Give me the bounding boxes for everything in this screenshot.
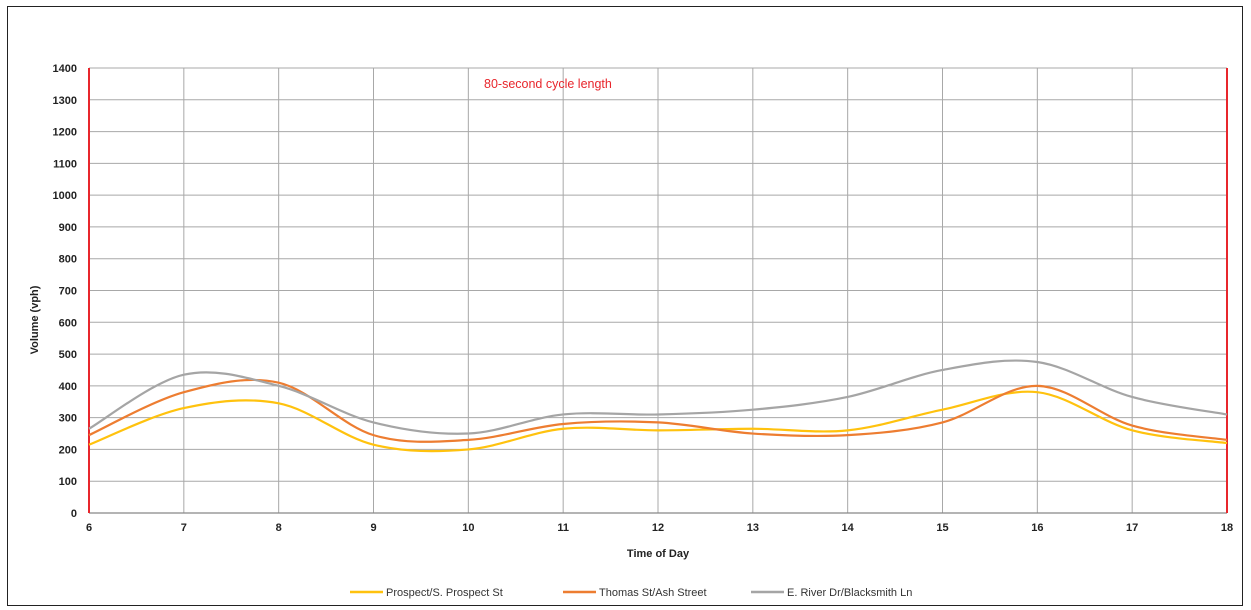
x-tick-label: 10	[462, 522, 474, 534]
y-tick-label: 1100	[53, 158, 77, 170]
y-tick-label: 600	[59, 317, 77, 329]
y-tick-label: 500	[59, 349, 77, 361]
line-chart: 0 100 200 300 400 500 600 700 800 900 1000 1100 1200…	[29, 63, 1233, 599]
y-tick-label: 300	[59, 413, 77, 425]
y-tick-label: 1300	[53, 95, 77, 107]
y-axis-ticks: 0 100 200 300 400 500 600 700 800 900 1000 1100 1200…	[53, 63, 77, 520]
x-tick-label: 9	[370, 522, 376, 534]
x-axis-ticks: 6 7 8 9 10 11 12 13 14 15 16 17 18	[86, 522, 1233, 534]
x-tick-label: 15	[936, 522, 948, 534]
y-tick-label: 100	[59, 476, 77, 488]
y-tick-label: 0	[71, 508, 77, 520]
x-tick-label: 17	[1126, 522, 1138, 534]
x-tick-label: 18	[1221, 522, 1233, 534]
y-tick-label: 700	[59, 286, 77, 298]
chart-frame: 0 100 200 300 400 500 600 700 800 900 1000 1100 1200…	[7, 6, 1243, 606]
x-tick-label: 16	[1031, 522, 1043, 534]
y-tick-label: 1400	[53, 63, 77, 75]
x-tick-label: 13	[747, 522, 759, 534]
gridlines	[88, 67, 1228, 514]
x-tick-label: 14	[842, 522, 855, 534]
y-tick-label: 900	[59, 222, 77, 234]
y-tick-label: 1200	[53, 127, 77, 139]
legend-label-1: Prospect/S. Prospect St	[386, 587, 503, 599]
y-tick-label: 1000	[53, 190, 77, 202]
x-tick-label: 8	[276, 522, 282, 534]
y-tick-label: 200	[59, 444, 77, 456]
x-axis-label: Time of Day	[627, 548, 690, 560]
x-tick-label: 7	[181, 522, 187, 534]
series-line-3	[88, 359, 1228, 435]
x-tick-label: 11	[557, 522, 569, 534]
y-axis-label: Volume (vph)	[29, 285, 41, 354]
cycle-length-annotation: 80-second cycle length	[484, 77, 612, 91]
series-lines	[88, 359, 1228, 453]
x-tick-label: 6	[86, 522, 92, 534]
legend: Prospect/S. Prospect St Thomas St/Ash Str…	[350, 587, 912, 599]
y-tick-label: 400	[59, 381, 77, 393]
y-tick-label: 800	[59, 254, 77, 266]
legend-label-3: E. River Dr/Blacksmith Ln	[787, 587, 912, 599]
x-tick-label: 12	[652, 522, 664, 534]
legend-label-2: Thomas St/Ash Street	[599, 587, 707, 599]
series-line-2	[88, 378, 1228, 443]
series-line-1	[88, 390, 1228, 453]
